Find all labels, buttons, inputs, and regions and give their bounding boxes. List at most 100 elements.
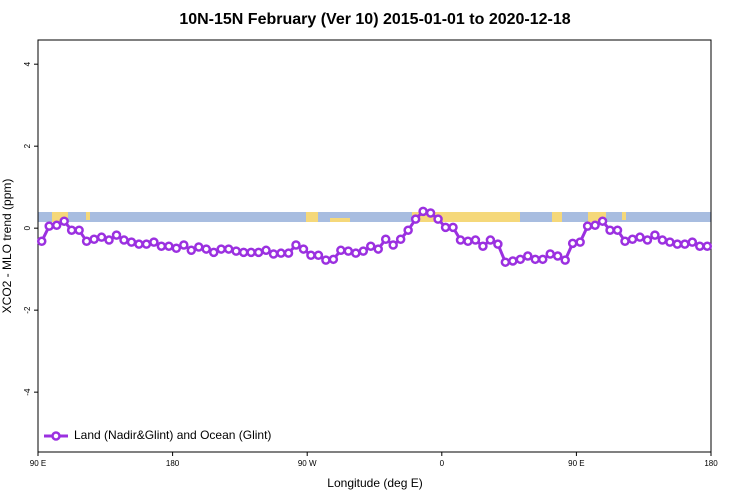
data-point xyxy=(388,240,398,250)
data-point xyxy=(642,235,653,245)
data-point xyxy=(650,230,660,240)
data-point xyxy=(51,220,62,231)
data-point xyxy=(358,246,369,256)
data-point xyxy=(620,236,630,247)
data-point xyxy=(687,237,698,247)
data-point xyxy=(253,247,264,258)
data-point xyxy=(134,239,144,249)
data-point xyxy=(463,236,473,247)
data-point xyxy=(403,225,413,235)
data-point xyxy=(470,235,481,245)
data-point xyxy=(74,225,84,235)
data-point xyxy=(635,232,645,242)
data-point xyxy=(605,225,615,235)
data-point xyxy=(395,234,406,244)
data-point xyxy=(291,240,301,250)
data-point xyxy=(336,245,346,256)
data-point xyxy=(440,222,451,233)
data-point xyxy=(119,235,129,245)
data-point xyxy=(104,235,114,245)
data-point xyxy=(433,214,443,224)
data-point xyxy=(81,236,92,247)
data-point xyxy=(575,237,585,247)
data-point xyxy=(373,244,383,254)
y-tick-label: -2 xyxy=(23,306,32,314)
y-tick-label: 2 xyxy=(23,143,32,148)
data-point xyxy=(455,235,466,245)
chart-title: 10N-15N February (Ver 10) 2015-01-01 to … xyxy=(179,11,570,28)
y-tick-label: 4 xyxy=(23,61,32,66)
x-tick-label: 90 W xyxy=(298,459,317,468)
x-tick-label: 90 E xyxy=(30,459,46,468)
data-point xyxy=(582,221,593,231)
y-axis-title: XCO2 - MLO trend (ppm) xyxy=(0,179,14,314)
data-point xyxy=(186,245,197,256)
data-point xyxy=(552,251,563,261)
data-point xyxy=(36,236,47,247)
data-point xyxy=(545,249,555,259)
data-point xyxy=(89,234,99,244)
legend-label: Land (Nadir&Glint) and Ocean (Glint) xyxy=(74,428,271,442)
data-point xyxy=(343,246,354,256)
x-axis-title: Longitude (deg E) xyxy=(327,476,422,490)
data-point xyxy=(44,221,54,231)
data-point xyxy=(380,234,391,244)
data-point xyxy=(425,208,436,218)
data-point xyxy=(493,239,503,249)
data-point xyxy=(500,257,511,267)
data-point xyxy=(672,239,683,249)
data-point xyxy=(126,237,137,247)
data-point xyxy=(149,237,159,247)
data-point xyxy=(171,243,182,254)
data-point xyxy=(515,254,526,265)
data-point xyxy=(238,247,249,258)
data-point xyxy=(156,241,167,251)
legend-marker xyxy=(51,431,61,441)
y-tick-label: 0 xyxy=(23,225,32,230)
data-point xyxy=(478,241,488,251)
data-point xyxy=(66,225,77,235)
data-point xyxy=(141,239,152,249)
data-point xyxy=(268,249,279,259)
x-tick-label: 180 xyxy=(166,459,180,468)
data-point xyxy=(313,250,324,260)
y-tick-label: -4 xyxy=(23,388,32,396)
data-point xyxy=(590,220,600,231)
data-point xyxy=(627,234,638,244)
data-point xyxy=(351,248,361,258)
data-point xyxy=(328,254,339,265)
data-point xyxy=(231,246,241,256)
x-tick-label: 90 E xyxy=(568,459,584,468)
data-point xyxy=(702,241,713,251)
data-point xyxy=(321,255,331,265)
data-point xyxy=(366,241,376,251)
data-point xyxy=(223,244,234,254)
data-point xyxy=(657,235,668,245)
data-point xyxy=(201,244,211,254)
data-point xyxy=(96,232,107,242)
x-tick-label: 0 xyxy=(440,459,445,468)
data-point xyxy=(485,235,496,245)
data-point xyxy=(538,254,548,265)
data-point xyxy=(508,256,518,266)
data-point xyxy=(246,247,256,258)
data-point xyxy=(111,230,122,240)
data-point xyxy=(560,255,570,265)
data-point xyxy=(283,248,294,258)
data-point xyxy=(261,245,271,256)
data-point xyxy=(418,206,428,217)
data-point xyxy=(567,238,578,249)
x-tick-label: 180 xyxy=(704,459,718,468)
data-point xyxy=(179,240,189,250)
data-point xyxy=(695,241,705,251)
data-point xyxy=(276,248,286,258)
data-point xyxy=(680,239,690,249)
data-point xyxy=(612,225,623,235)
data-point xyxy=(59,216,69,226)
data-point xyxy=(448,222,458,233)
data-point xyxy=(597,216,608,226)
data-point xyxy=(216,244,226,254)
data-point xyxy=(208,247,219,258)
data-point xyxy=(665,237,675,247)
